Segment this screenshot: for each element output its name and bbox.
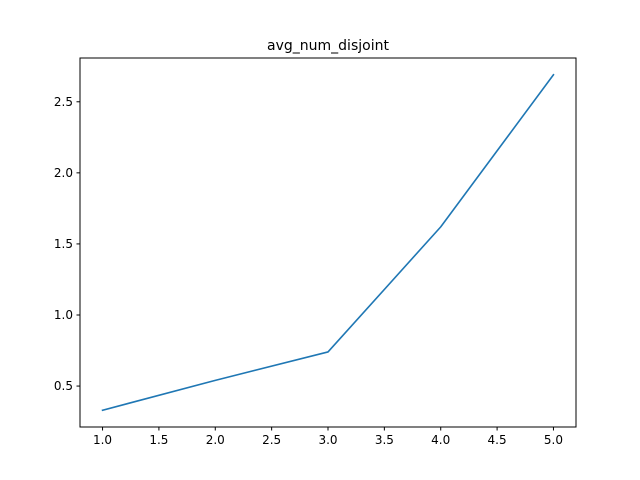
- x-axis: 1.0 1.5 2.0 2.5 3.0 3.5 4.0 4.5 5.0: [93, 427, 563, 447]
- series-layer: [101, 73, 555, 412]
- y-tick-label: 1.5: [54, 237, 73, 251]
- y-tick-label: 2.5: [54, 95, 73, 109]
- x-tick-label: 5.0: [544, 433, 563, 447]
- y-axis: 0.5 1.0 1.5 2.0 2.5: [54, 95, 80, 393]
- x-tick-label: 3.0: [318, 433, 337, 447]
- x-tick-label: 3.5: [375, 433, 394, 447]
- x-tick-label: 1.5: [149, 433, 168, 447]
- y-tick-label: 1.0: [54, 308, 73, 322]
- x-tick-label: 1.0: [93, 433, 112, 447]
- plot-area: [79, 57, 577, 428]
- chart-title: avg_num_disjoint: [267, 38, 389, 54]
- x-tick-label: 2.0: [206, 433, 225, 447]
- x-tick-label: 4.5: [488, 433, 507, 447]
- y-tick-label: 2.0: [54, 166, 73, 180]
- x-tick-label: 4.0: [431, 433, 450, 447]
- x-tick-label: 2.5: [262, 433, 281, 447]
- y-tick-label: 0.5: [54, 379, 73, 393]
- series-line: [101, 73, 555, 412]
